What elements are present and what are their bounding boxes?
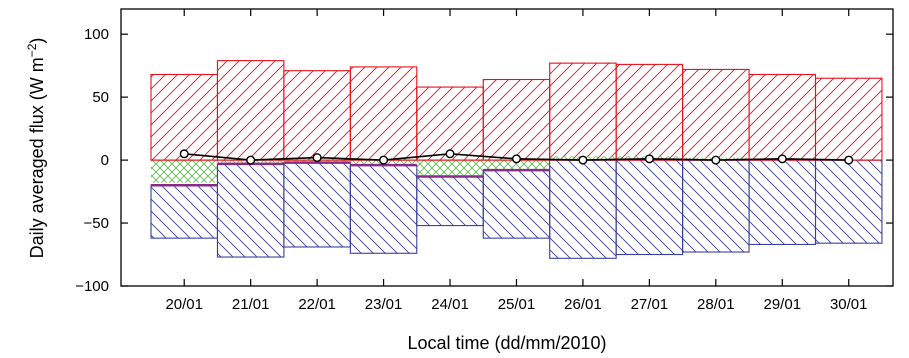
x-tick-label: 29/01 <box>764 296 802 313</box>
line-point <box>578 155 588 165</box>
y-axis-title-close: ) <box>27 38 47 44</box>
bar-blue <box>748 159 817 246</box>
line-point <box>511 154 521 164</box>
x-tick-label: 24/01 <box>431 296 469 313</box>
x-tick-label: 30/01 <box>830 296 868 313</box>
line-point <box>711 155 721 165</box>
bar-blue <box>416 175 484 227</box>
bar-green <box>416 160 484 176</box>
bar-blue <box>150 184 218 239</box>
y-axis: 100 50 0 −50 −100 <box>75 26 893 295</box>
bar-blue <box>349 164 418 254</box>
line-point <box>379 155 389 165</box>
x-tick-label: 23/01 <box>365 296 403 313</box>
y-axis-title-text: Daily averaged flux (W m <box>27 57 47 258</box>
x-axis: 20/01 21/01 22/01 23/01 24/01 25/01 26/01 27/01… <box>165 9 867 313</box>
bar-blue <box>615 159 684 256</box>
bar-blue <box>682 159 750 253</box>
bar-blue <box>216 163 285 258</box>
line-point <box>312 153 322 163</box>
x-tick-label: 25/01 <box>498 296 536 313</box>
bar-blue <box>814 159 883 244</box>
y-tick-label: 100 <box>84 26 109 43</box>
bar-blue <box>283 162 351 248</box>
bar-red <box>150 73 218 161</box>
bar-blue <box>549 159 617 259</box>
bar-red <box>416 86 484 161</box>
line-layer <box>179 149 854 165</box>
line-point <box>644 154 654 164</box>
y-axis-title-exponent: −2 <box>25 43 39 57</box>
x-tick-label: 20/01 <box>165 296 203 313</box>
bar-red <box>349 66 418 161</box>
bar-green <box>151 160 218 183</box>
bar-red <box>216 60 285 161</box>
bar-green <box>483 160 550 169</box>
line-point <box>445 149 455 159</box>
x-tick-label: 22/01 <box>298 296 336 313</box>
x-tick-label: 28/01 <box>697 296 735 313</box>
x-tick-label: 26/01 <box>564 296 602 313</box>
bars-layer <box>150 60 883 259</box>
x-tick-label: 21/01 <box>232 296 270 313</box>
y-tick-label: 50 <box>92 89 109 106</box>
plot-frame <box>120 8 894 287</box>
y-tick-label: −100 <box>75 278 109 295</box>
line-point <box>777 154 787 164</box>
bar-red <box>549 62 617 161</box>
bar-red <box>748 73 817 161</box>
bar-red <box>482 78 551 161</box>
bar-red <box>615 63 684 161</box>
bar-red <box>682 68 750 161</box>
bar-red <box>283 70 351 161</box>
line-point <box>844 155 854 165</box>
x-axis-title: Local time (dd/mm/2010) <box>407 333 606 353</box>
y-tick-label: 0 <box>101 152 109 169</box>
line-point <box>246 155 256 165</box>
x-tick-label: 27/01 <box>631 296 669 313</box>
bar-blue <box>482 169 551 239</box>
y-axis-title: Daily averaged flux (W m−2) <box>25 38 47 259</box>
bar-red <box>814 77 883 161</box>
y-tick-label: −50 <box>84 215 109 232</box>
line-point <box>179 149 189 159</box>
